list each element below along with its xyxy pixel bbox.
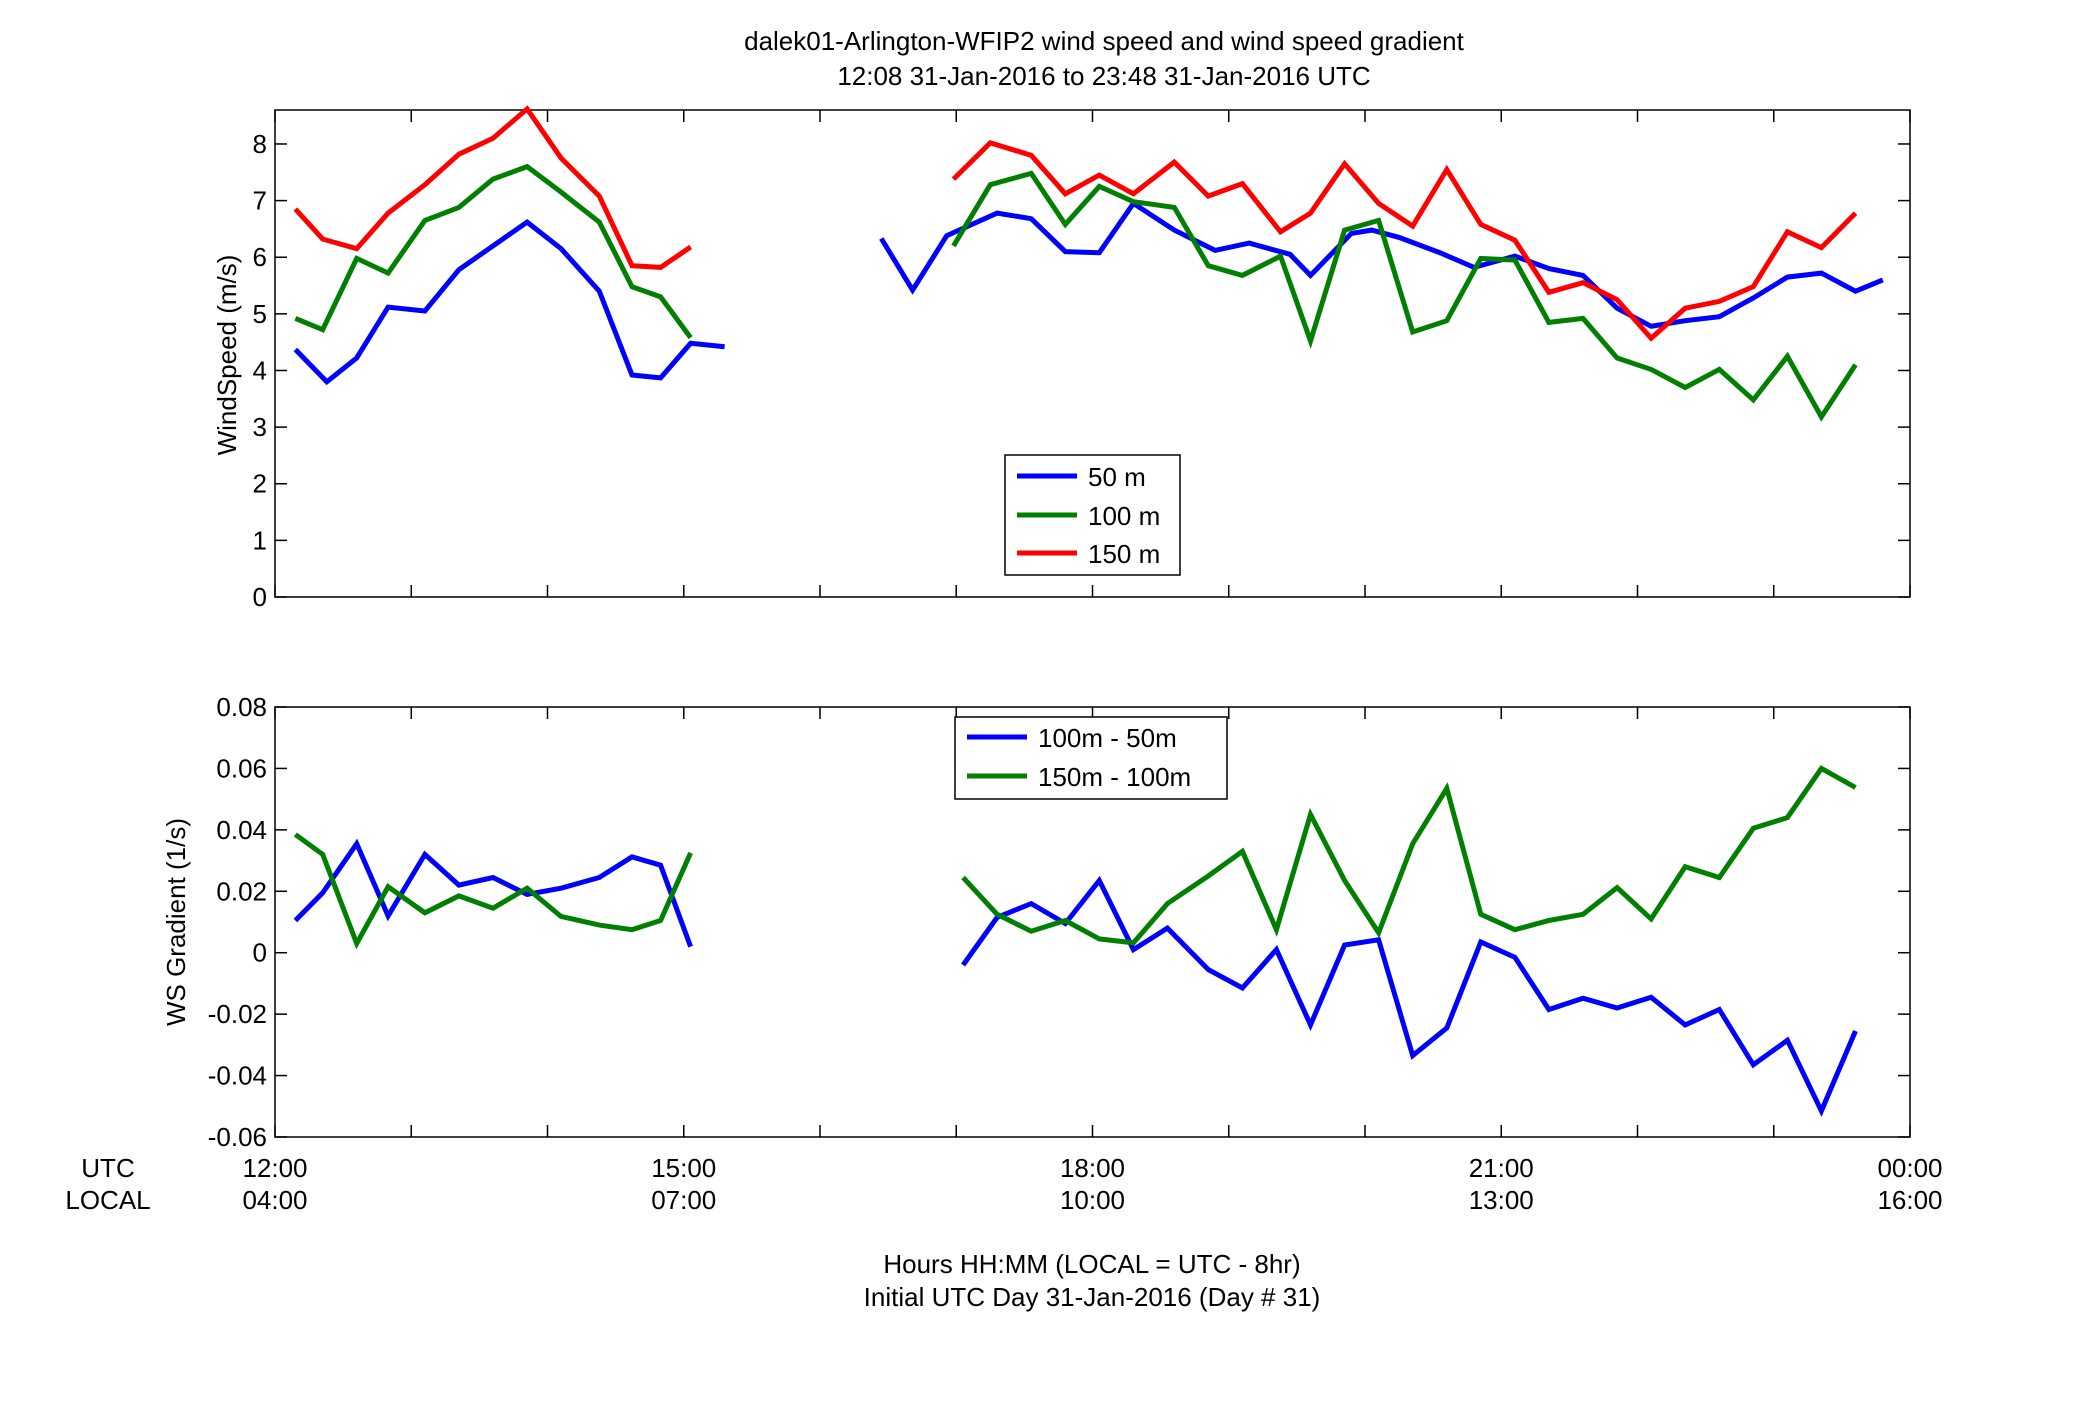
y-tick-label: 1 — [253, 525, 267, 555]
y-tick-label: 0 — [253, 582, 267, 612]
windspeed-series — [293, 105, 1884, 422]
series-line-100m-50m — [293, 838, 693, 948]
series-line-100m-50m — [961, 875, 1858, 1117]
windspeed-panel: 0 1 2 3 4 5 6 7 8 WindSpeed (m/s) 50 m 100 m 150… — [212, 105, 1911, 612]
series-line-50-m — [879, 199, 1884, 329]
y-tick-label: 4 — [253, 355, 267, 385]
series-line-150-m — [951, 139, 1858, 342]
legend-label-100m: 100 m — [1088, 501, 1160, 531]
y-tick-label: -0.04 — [208, 1061, 267, 1091]
series-line-100-m — [951, 170, 1858, 422]
series-line-150m-100m — [293, 832, 693, 950]
y-tick-label: 8 — [253, 129, 267, 159]
x-tick-label-local: 13:00 — [1469, 1185, 1534, 1215]
chart-title-line-1: dalek01-Arlington-WFIP2 wind speed and w… — [744, 26, 1465, 56]
x-tick-label-local: 04:00 — [242, 1185, 307, 1215]
y-tick-label: 0.04 — [216, 815, 267, 845]
y-tick-label: 3 — [253, 412, 267, 442]
series-line-50-m — [293, 218, 725, 386]
series-line-100-m — [294, 163, 693, 340]
utc-row-label: UTC — [81, 1153, 134, 1183]
local-row-label: LOCAL — [65, 1185, 150, 1215]
y-tick-label: 6 — [253, 242, 267, 272]
windspeed-y-axis-label: WindSpeed (m/s) — [212, 255, 242, 456]
series-line-150m-100m — [961, 765, 1857, 946]
y-tick-label: 5 — [253, 299, 267, 329]
gradient-panel: -0.06 -0.04 -0.02 0 0.02 0.04 0.06 0.08 12:0004:… — [161, 692, 1943, 1215]
x-tick-label-utc: 18:00 — [1060, 1153, 1125, 1183]
x-tick-label-local: 10:00 — [1060, 1185, 1125, 1215]
y-tick-label: 2 — [253, 469, 267, 499]
y-tick-label: 0.06 — [216, 753, 267, 783]
y-tick-label: -0.02 — [208, 999, 267, 1029]
legend-label-150m: 150 m — [1088, 539, 1160, 569]
windspeed-legend: 50 m 100 m 150 m — [1004, 454, 1181, 576]
gradient-y-axis-label: WS Gradient (1/s) — [161, 818, 191, 1026]
x-tick-label-utc: 12:00 — [242, 1153, 307, 1183]
gradient-ticks: -0.06 -0.04 -0.02 0 0.02 0.04 0.06 0.08 12:0004:… — [208, 692, 1943, 1215]
gradient-series — [293, 765, 1858, 1117]
x-tick-label-local: 07:00 — [651, 1185, 716, 1215]
x-tick-label-utc: 00:00 — [1877, 1153, 1942, 1183]
legend-label-50m: 50 m — [1088, 462, 1146, 492]
windspeed-ticks: 0 1 2 3 4 5 6 7 8 — [253, 110, 1911, 612]
x-tick-label-utc: 21:00 — [1469, 1153, 1534, 1183]
y-tick-label: 0 — [253, 938, 267, 968]
legend-label-100m-50m: 100m - 50m — [1038, 723, 1177, 753]
chart-title-line-2: 12:08 31-Jan-2016 to 23:48 31-Jan-2016 U… — [837, 61, 1370, 91]
x-tick-label-utc: 15:00 — [651, 1153, 716, 1183]
y-tick-label: 0.02 — [216, 876, 267, 906]
x-axis-label-line-2: Initial UTC Day 31-Jan-2016 (Day # 31) — [864, 1282, 1321, 1312]
gradient-legend: 100m - 50m 150m - 100m — [954, 716, 1228, 800]
legend-label-150m-100m: 150m - 100m — [1038, 762, 1191, 792]
x-tick-label-local: 16:00 — [1877, 1185, 1942, 1215]
y-tick-label: -0.06 — [208, 1122, 267, 1152]
y-tick-label: 7 — [253, 186, 267, 216]
series-line-150-m — [293, 105, 693, 270]
gradient-legend-box — [954, 716, 1228, 800]
y-tick-label: 0.08 — [216, 692, 267, 722]
x-axis-label-line-1: Hours HH:MM (LOCAL = UTC - 8hr) — [883, 1249, 1300, 1279]
